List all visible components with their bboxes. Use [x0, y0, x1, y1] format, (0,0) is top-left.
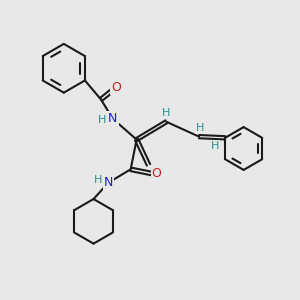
Text: N: N: [108, 112, 118, 125]
Text: H: H: [211, 141, 219, 151]
Text: H: H: [94, 175, 102, 185]
Text: H: H: [196, 123, 205, 133]
Text: H: H: [98, 115, 106, 125]
Text: H: H: [162, 108, 170, 118]
Text: O: O: [152, 167, 161, 180]
Text: N: N: [104, 176, 113, 189]
Text: O: O: [111, 81, 121, 94]
